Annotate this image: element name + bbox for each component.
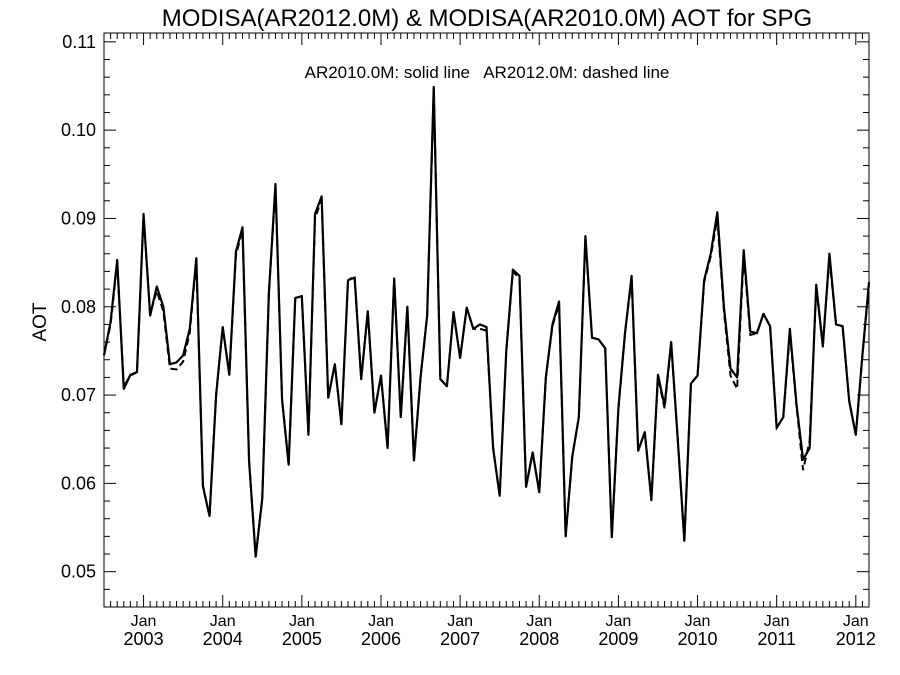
y-tick-label: 0.11 xyxy=(62,32,96,52)
y-tick-label: 0.05 xyxy=(61,562,96,582)
x-tick-month-label: Jan xyxy=(526,613,552,630)
x-tick-month-label: Jan xyxy=(131,613,157,630)
y-tick-label: 0.07 xyxy=(61,385,96,405)
y-tick-label: 0.10 xyxy=(61,120,96,140)
x-tick-month-label: Jan xyxy=(685,613,711,630)
x-tick-year-label: 2005 xyxy=(282,629,322,649)
x-tick-year-label: 2011 xyxy=(757,629,796,649)
x-tick-year-label: 2008 xyxy=(519,629,559,649)
x-tick-month-label: Jan xyxy=(764,613,790,630)
x-tick-year-label: 2010 xyxy=(678,629,718,649)
x-tick-month-label: Jan xyxy=(843,613,869,630)
x-tick-month-label: Jan xyxy=(368,613,394,630)
x-tick-year-label: 2006 xyxy=(361,629,401,649)
x-tick-month-label: Jan xyxy=(289,613,315,630)
x-tick-year-label: 2003 xyxy=(124,629,164,649)
x-tick-year-label: 2009 xyxy=(598,629,638,649)
x-axis-ticks: Jan2003Jan2004Jan2005Jan2006Jan2007Jan20… xyxy=(103,33,876,649)
series-layer xyxy=(102,85,871,558)
x-tick-year-label: 2004 xyxy=(203,629,243,649)
chart-title: MODISA(AR2012.0M) & MODISA(AR2010.0M) AO… xyxy=(162,5,812,32)
x-tick-year-label: 2012 xyxy=(836,629,876,649)
y-axis-ticks: 0.05 0.06 0.07 0.08 0.09 0.10 0.11 xyxy=(61,32,869,608)
x-tick-year-label: 2007 xyxy=(440,629,480,649)
series-solid-line xyxy=(102,85,871,558)
x-tick-month-label: Jan xyxy=(210,613,236,630)
y-tick-label: 0.08 xyxy=(61,297,96,317)
line-style-annotation: AR2010.0M: solid line AR2012.0M: dashed … xyxy=(305,63,670,82)
series-dashed-line xyxy=(103,90,870,557)
x-tick-month-label: Jan xyxy=(605,613,631,630)
y-axis-label: AOT xyxy=(30,302,51,341)
plot-frame xyxy=(103,32,870,608)
y-tick-label: 0.06 xyxy=(61,473,96,493)
x-tick-month-label: Jan xyxy=(447,613,473,630)
y-tick-label: 0.09 xyxy=(61,208,96,228)
